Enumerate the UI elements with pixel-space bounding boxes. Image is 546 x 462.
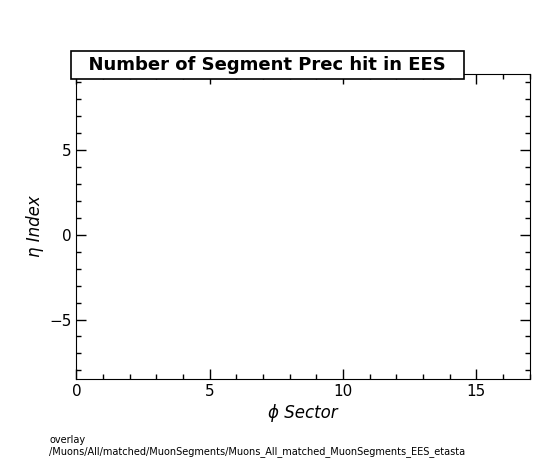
Text: overlay
/Muons/All/matched/MuonSegments/Muons_All_matched_MuonSegments_EES_etast: overlay /Muons/All/matched/MuonSegments/… bbox=[49, 435, 465, 457]
Text: Number of Segment Prec hit in EES: Number of Segment Prec hit in EES bbox=[76, 56, 459, 74]
Y-axis label: η Index: η Index bbox=[26, 195, 44, 257]
X-axis label: ϕ Sector: ϕ Sector bbox=[268, 404, 338, 422]
